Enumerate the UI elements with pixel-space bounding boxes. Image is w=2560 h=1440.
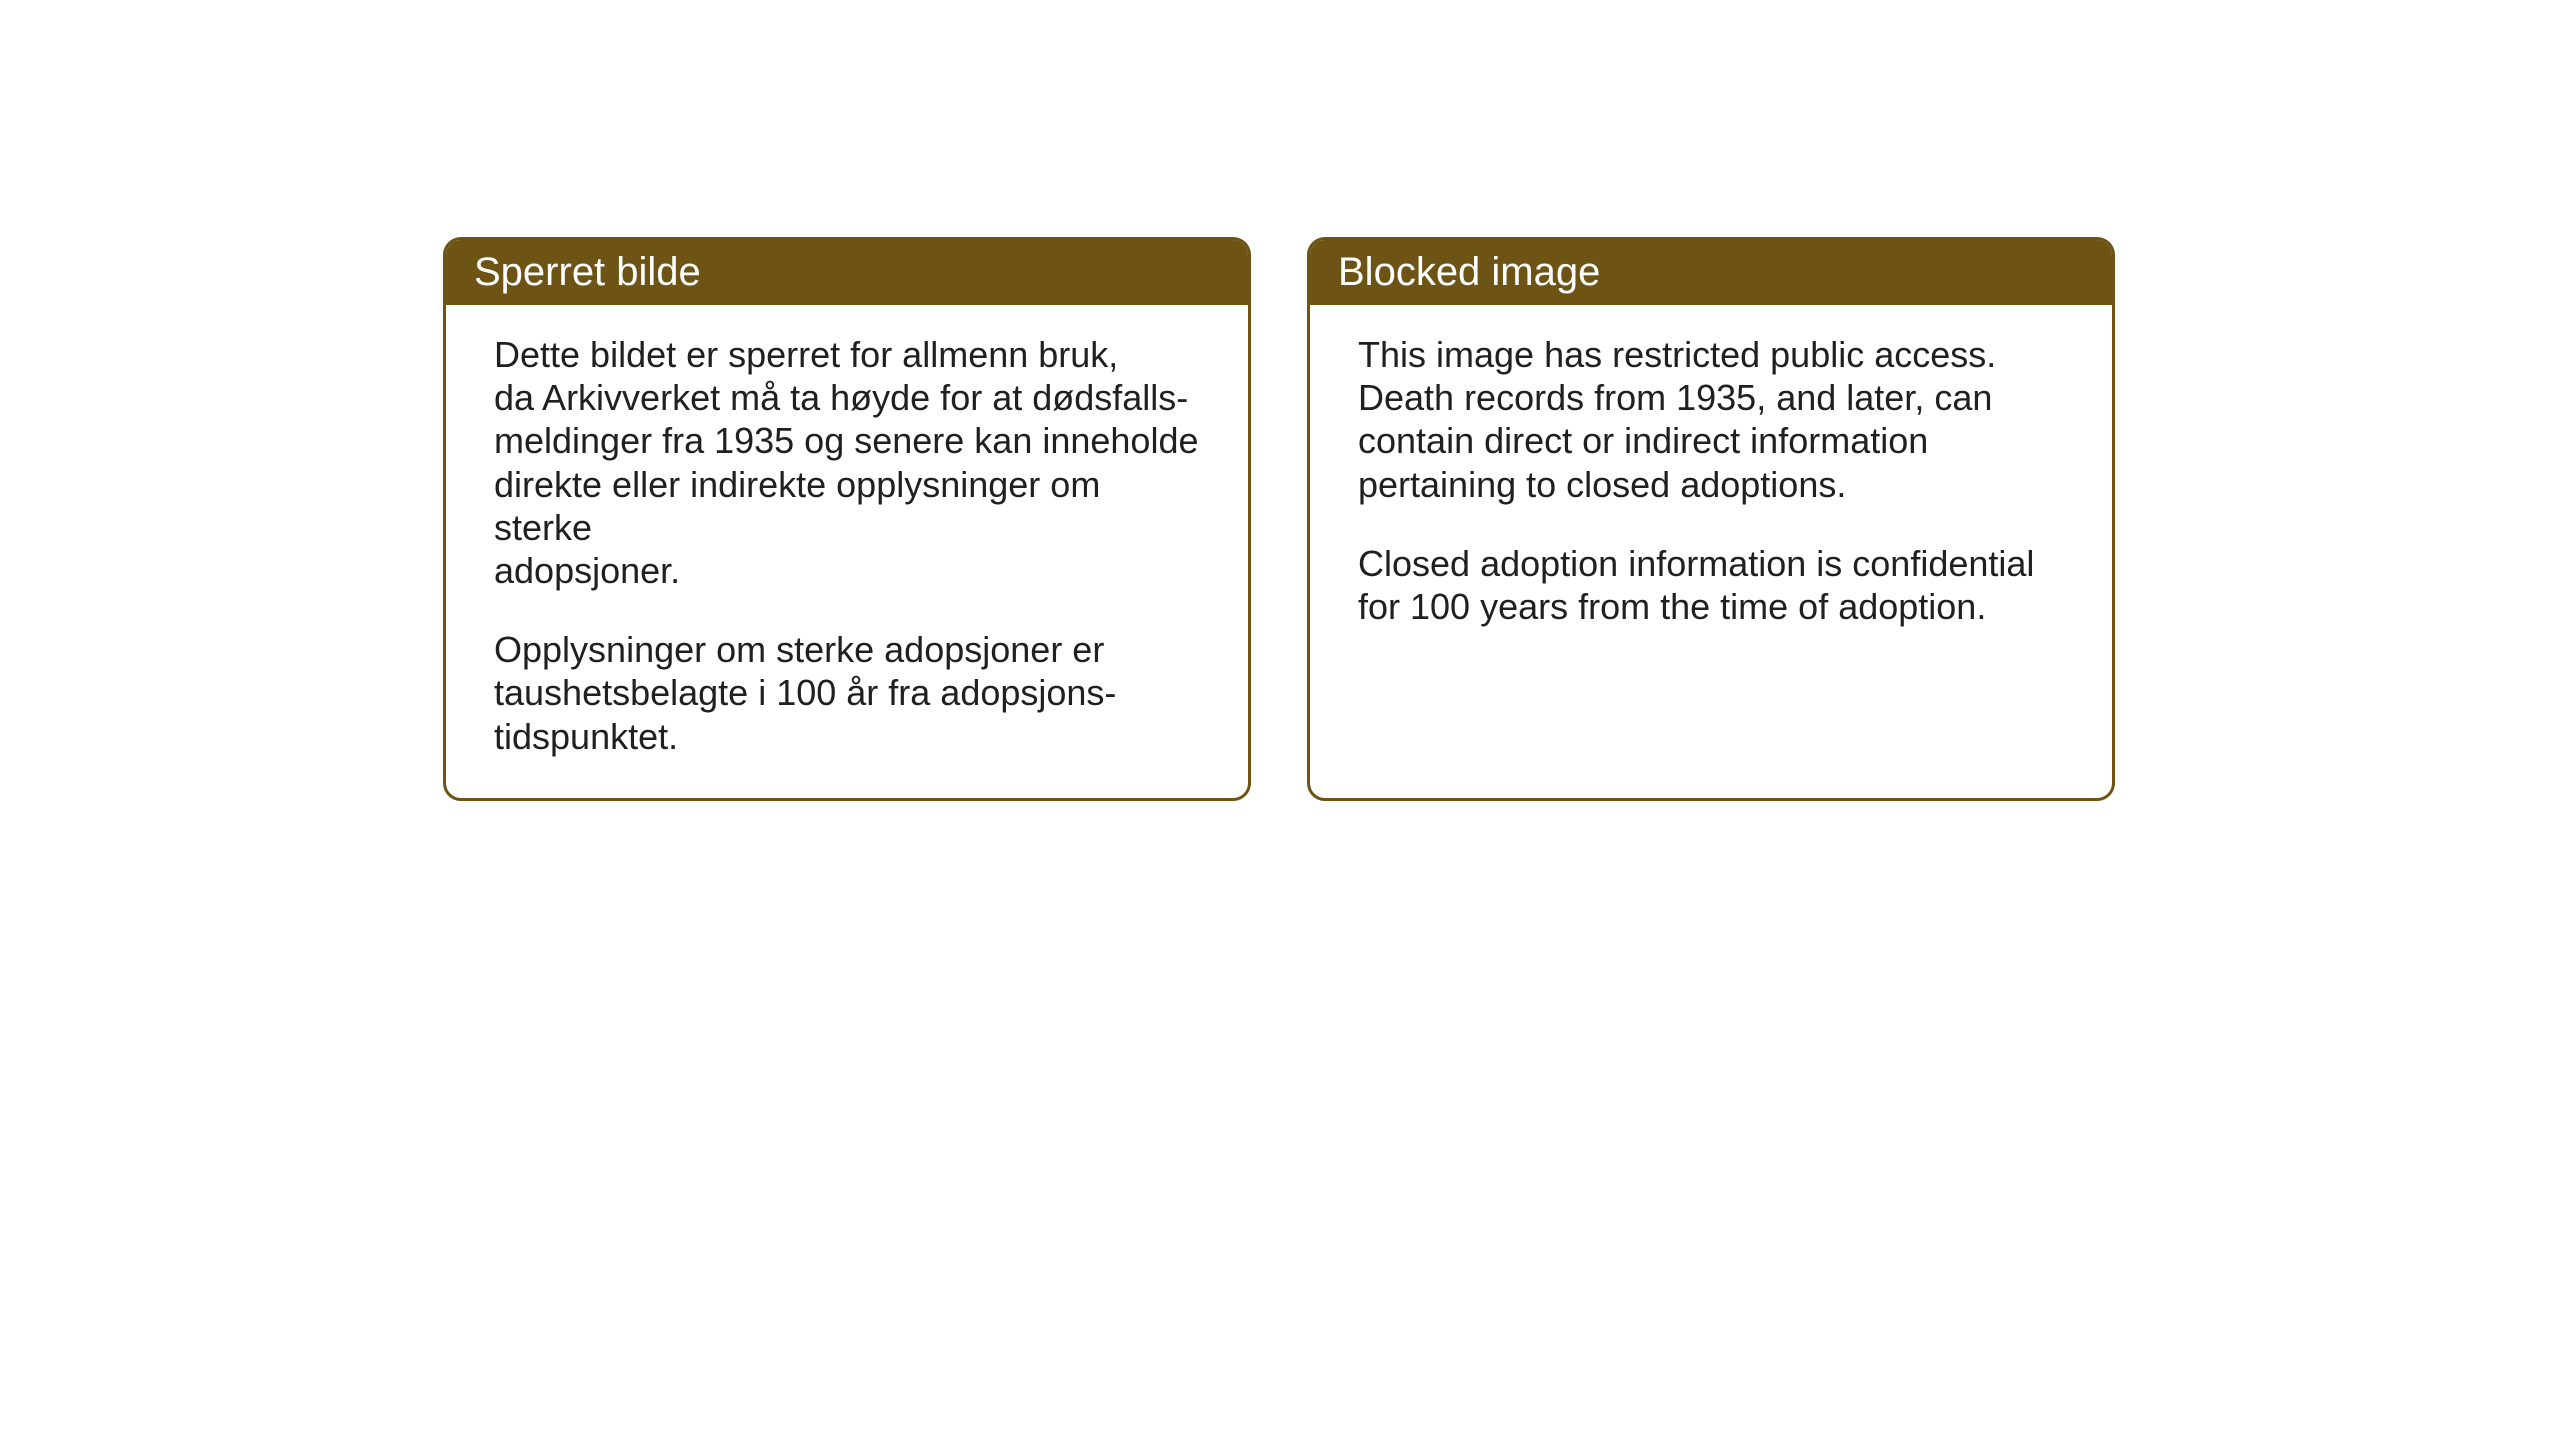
norwegian-notice-card: Sperret bilde Dette bildet er sperret fo… <box>443 237 1251 801</box>
norwegian-title: Sperret bilde <box>474 250 701 294</box>
english-title: Blocked image <box>1338 250 1600 294</box>
english-paragraph-1: This image has restricted public access.… <box>1358 333 2064 506</box>
english-card-header: Blocked image <box>1310 240 2112 305</box>
norwegian-card-header: Sperret bilde <box>446 240 1248 305</box>
norwegian-paragraph-1: Dette bildet er sperret for allmenn bruk… <box>494 333 1200 592</box>
english-card-body: This image has restricted public access.… <box>1310 305 2112 745</box>
english-paragraph-2: Closed adoption information is confident… <box>1358 542 2064 628</box>
norwegian-card-body: Dette bildet er sperret for allmenn bruk… <box>446 305 1248 798</box>
norwegian-paragraph-2: Opplysninger om sterke adopsjoner er tau… <box>494 628 1200 758</box>
notice-container: Sperret bilde Dette bildet er sperret fo… <box>443 237 2115 801</box>
english-notice-card: Blocked image This image has restricted … <box>1307 237 2115 801</box>
